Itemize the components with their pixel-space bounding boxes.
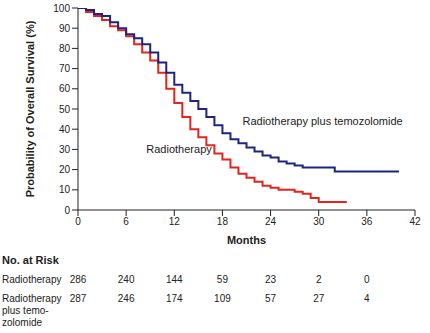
svg-text:109: 109 <box>214 293 231 304</box>
svg-text:70: 70 <box>59 63 71 74</box>
svg-text:286: 286 <box>70 274 87 285</box>
svg-text:100: 100 <box>53 3 70 14</box>
svg-text:30: 30 <box>313 216 325 227</box>
svg-text:59: 59 <box>217 274 229 285</box>
svg-text:144: 144 <box>166 274 183 285</box>
svg-text:287: 287 <box>70 293 87 304</box>
svg-text:Radiotherapy: Radiotherapy <box>146 143 212 155</box>
svg-text:Months: Months <box>227 234 266 246</box>
svg-text:2: 2 <box>316 274 322 285</box>
svg-text:57: 57 <box>265 293 277 304</box>
svg-text:Radiotherapy: Radiotherapy <box>8 293 61 304</box>
svg-text:4: 4 <box>364 293 370 304</box>
svg-text:20: 20 <box>59 164 71 175</box>
svg-text:50: 50 <box>59 104 71 115</box>
svg-text:27: 27 <box>313 293 325 304</box>
svg-text:0: 0 <box>75 216 81 227</box>
svg-text:36: 36 <box>361 216 373 227</box>
svg-text:0: 0 <box>64 205 70 216</box>
svg-text:Probability of Overall Surviva: Probability of Overall Survival (%) <box>24 20 36 197</box>
svg-text:6: 6 <box>123 216 129 227</box>
svg-text:42: 42 <box>409 216 421 227</box>
svg-text:90: 90 <box>59 23 71 34</box>
svg-text:0: 0 <box>364 274 370 285</box>
svg-text:30: 30 <box>59 144 71 155</box>
svg-text:Radiotherapy: Radiotherapy <box>8 274 61 285</box>
svg-text:23: 23 <box>265 274 277 285</box>
svg-text:plus temo-: plus temo- <box>8 305 49 316</box>
svg-text:No. at Risk: No. at Risk <box>8 254 60 266</box>
svg-text:40: 40 <box>59 124 71 135</box>
svg-text:60: 60 <box>59 83 71 94</box>
svg-text:240: 240 <box>118 274 135 285</box>
svg-text:Radiotherapy plus temozolomide: Radiotherapy plus temozolomide <box>242 115 402 127</box>
svg-text:80: 80 <box>59 43 71 54</box>
svg-text:174: 174 <box>166 293 183 304</box>
svg-text:18: 18 <box>217 216 229 227</box>
svg-text:246: 246 <box>118 293 135 304</box>
svg-text:12: 12 <box>169 216 181 227</box>
svg-text:10: 10 <box>59 184 71 195</box>
svg-text:24: 24 <box>265 216 277 227</box>
svg-text:zolomide: zolomide <box>8 317 42 328</box>
